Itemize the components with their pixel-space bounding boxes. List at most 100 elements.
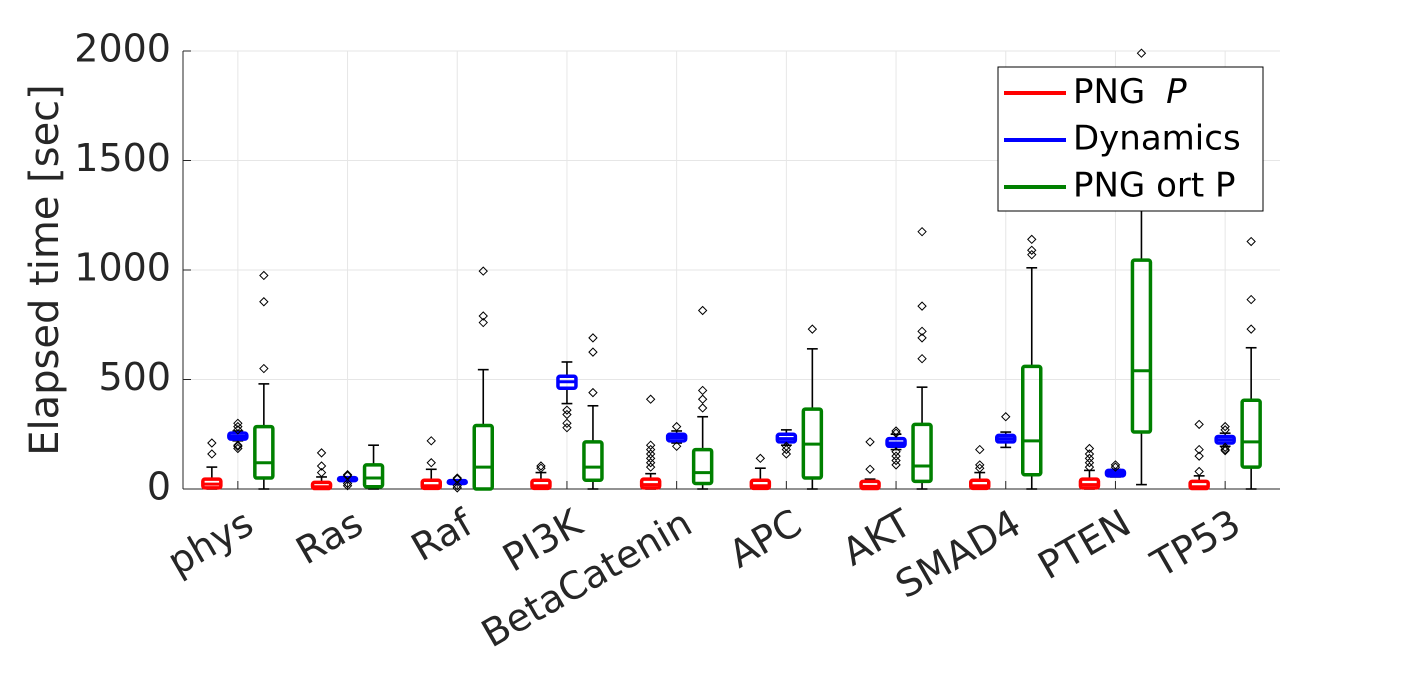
outlier-point bbox=[233, 421, 243, 432]
box-group bbox=[556, 361, 578, 433]
outlier-point bbox=[917, 353, 927, 364]
box bbox=[362, 463, 385, 489]
outlier-point bbox=[1027, 245, 1037, 255]
outlier-point bbox=[233, 443, 243, 454]
outlier-point bbox=[671, 421, 682, 432]
box-group bbox=[1214, 421, 1236, 456]
outlier-point bbox=[562, 409, 572, 420]
outlier-point bbox=[975, 460, 985, 470]
outlier-point bbox=[891, 447, 901, 457]
outlier-point bbox=[478, 317, 488, 328]
box-group bbox=[446, 473, 468, 493]
outlier-point bbox=[233, 425, 243, 435]
outlier-point bbox=[781, 449, 792, 459]
y-tick-label: 2000 bbox=[74, 27, 171, 71]
outlier-point bbox=[1001, 412, 1011, 422]
box-group bbox=[1130, 48, 1153, 486]
outlier-point bbox=[1084, 462, 1095, 472]
box-group bbox=[582, 333, 604, 490]
outlier-point bbox=[1084, 458, 1095, 468]
box bbox=[1188, 479, 1210, 491]
legend-label-italic-part: P bbox=[1166, 72, 1187, 112]
outlier-point bbox=[1220, 425, 1230, 435]
outlier-point bbox=[697, 403, 708, 413]
outlier-point bbox=[1110, 462, 1121, 472]
outlier-point bbox=[536, 461, 546, 471]
outlier-point bbox=[917, 226, 927, 237]
outlier-point bbox=[671, 441, 682, 452]
outlier-point bbox=[697, 394, 708, 404]
outlier-point bbox=[755, 453, 766, 464]
outlier-point bbox=[1220, 445, 1230, 456]
box-group bbox=[749, 453, 772, 491]
x-tick-label: APC bbox=[722, 501, 809, 577]
outlier-point bbox=[1084, 443, 1095, 454]
outlier-point bbox=[1246, 294, 1256, 305]
box-group bbox=[801, 324, 824, 490]
outlier-point bbox=[1194, 451, 1204, 461]
box bbox=[911, 422, 933, 484]
box-group bbox=[969, 444, 991, 491]
outlier-point bbox=[781, 441, 792, 452]
outlier-point bbox=[588, 347, 598, 357]
box-group bbox=[639, 394, 662, 490]
outlier-point bbox=[807, 324, 818, 334]
outlier-point bbox=[891, 455, 901, 466]
outlier-point bbox=[478, 311, 488, 321]
x-tick-label: phys bbox=[160, 501, 260, 584]
outlier-point bbox=[342, 471, 353, 481]
outlier-point bbox=[536, 463, 546, 473]
outlier-point bbox=[233, 440, 243, 450]
x-tick-label: TP53 bbox=[1143, 501, 1248, 587]
box bbox=[1240, 398, 1262, 469]
box-group bbox=[201, 438, 223, 490]
outlier-point bbox=[478, 266, 488, 276]
outlier-point bbox=[1110, 460, 1121, 470]
outlier-point bbox=[917, 333, 927, 343]
outlier-point bbox=[562, 418, 572, 429]
box-group bbox=[1240, 236, 1262, 490]
outlier-point bbox=[207, 449, 217, 459]
outlier-point bbox=[697, 305, 708, 316]
outlier-point bbox=[975, 463, 985, 473]
y-tick-label: 500 bbox=[98, 355, 171, 399]
outlier-point bbox=[316, 448, 327, 458]
outlier-point bbox=[452, 473, 462, 483]
outlier-point bbox=[316, 467, 327, 478]
box bbox=[1130, 258, 1153, 434]
outlier-point bbox=[645, 440, 656, 450]
outlier-point bbox=[342, 478, 353, 489]
legend-label: PNG P bbox=[1073, 72, 1187, 112]
outlier-point bbox=[645, 458, 656, 468]
outlier-point bbox=[452, 483, 462, 493]
box bbox=[253, 424, 275, 480]
outlier-point bbox=[1220, 442, 1230, 453]
box-group bbox=[336, 470, 359, 491]
outlier-point bbox=[259, 270, 269, 281]
outlier-point bbox=[562, 422, 572, 433]
outlier-point bbox=[452, 474, 462, 484]
outlier-point bbox=[917, 301, 927, 311]
x-tick-label: Ras bbox=[289, 501, 370, 573]
outlier-point bbox=[588, 333, 598, 343]
x-tick-label: SMAD4 bbox=[888, 501, 1028, 607]
y-tick-label: 1000 bbox=[74, 246, 171, 290]
box-group bbox=[227, 418, 249, 454]
outlier-point bbox=[342, 470, 353, 480]
grid-lines bbox=[183, 50, 1280, 490]
outlier-point bbox=[1194, 419, 1204, 430]
outlier-point bbox=[1027, 249, 1037, 260]
legend-label: Dynamics bbox=[1073, 119, 1241, 159]
outlier-point bbox=[645, 462, 656, 472]
box-group bbox=[691, 305, 714, 490]
outlier-point bbox=[316, 461, 327, 471]
box-group bbox=[995, 412, 1017, 449]
outlier-point bbox=[645, 394, 656, 404]
box-group bbox=[530, 461, 552, 491]
legend: PNG P Dynamics PNG ort P bbox=[997, 66, 1264, 212]
outlier-point bbox=[1084, 453, 1095, 464]
outlier-point bbox=[1027, 234, 1037, 245]
outlier-point bbox=[645, 453, 656, 464]
outlier-point bbox=[891, 460, 901, 470]
